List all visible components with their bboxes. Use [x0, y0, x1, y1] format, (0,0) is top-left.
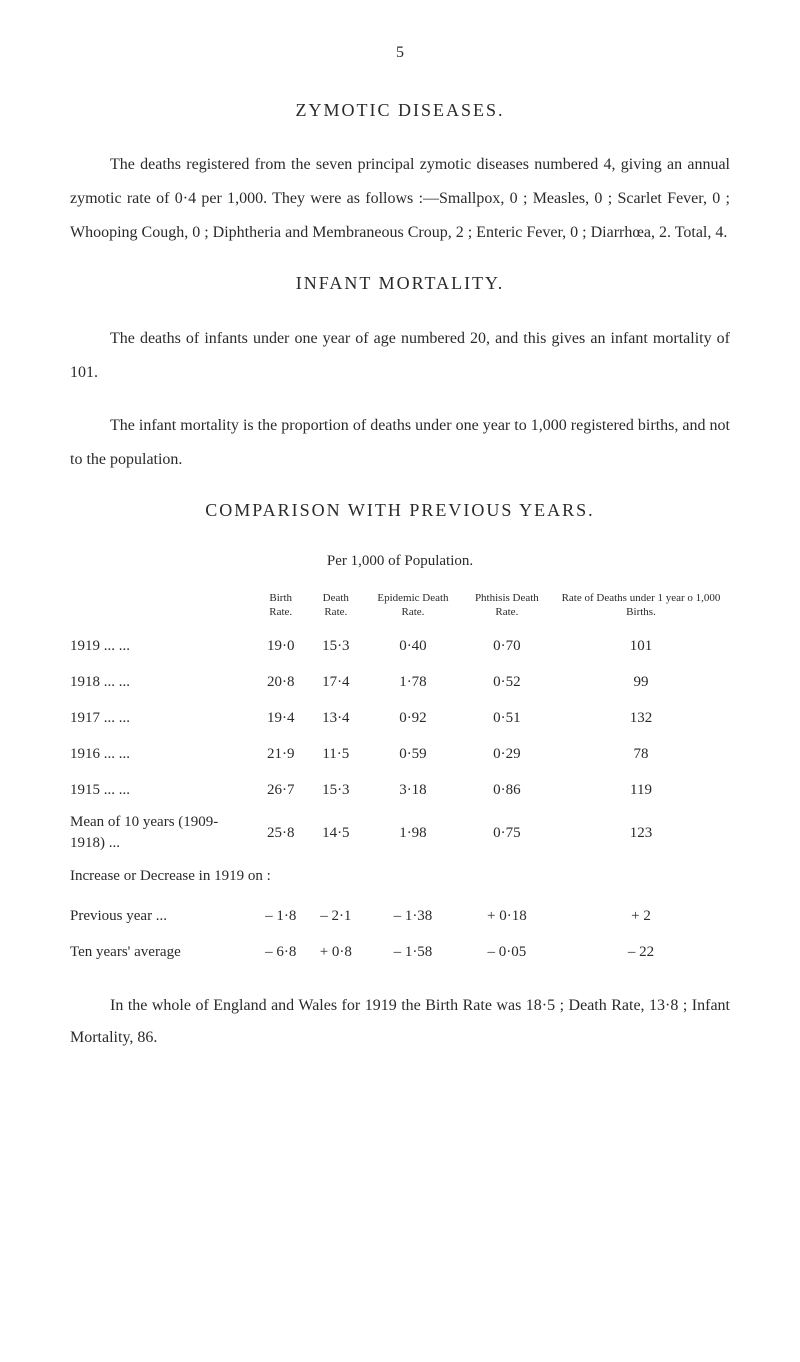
year-label: 1918 ... ...	[70, 664, 254, 700]
cell-infant: 99	[552, 664, 730, 700]
cell-epidemic: 3·18	[364, 772, 462, 808]
mean-label: Mean of 10 years (1909-1918) ...	[70, 808, 254, 858]
zymotic-title: ZYMOTIC DISEASES.	[70, 96, 730, 125]
cell-infant: – 22	[552, 934, 730, 970]
col-phthisis: Phthisis Death Rate.	[462, 585, 552, 628]
cell-birth: – 1·8	[254, 898, 308, 934]
cell-death: 17·4	[307, 664, 364, 700]
comparison-subtitle: Per 1,000 of Population.	[70, 549, 730, 573]
avg-label: Ten years' average	[70, 934, 254, 970]
table-row: 1916 ... ... 21·9 11·5 0·59 0·29 78	[70, 736, 730, 772]
year-label: 1917 ... ...	[70, 700, 254, 736]
col-blank	[70, 585, 254, 628]
comparison-table: Birth Rate. Death Rate. Epidemic Death R…	[70, 585, 730, 970]
cell-phthisis: – 0·05	[462, 934, 552, 970]
cell-death: + 0·8	[307, 934, 364, 970]
cell-birth: 20·8	[254, 664, 308, 700]
cell-infant: + 2	[552, 898, 730, 934]
cell-infant: 78	[552, 736, 730, 772]
cell-birth: 21·9	[254, 736, 308, 772]
cell-death: 15·3	[307, 628, 364, 664]
cell-infant: 123	[552, 808, 730, 858]
mean-row: Mean of 10 years (1909-1918) ... 25·8 14…	[70, 808, 730, 858]
cell-death: 11·5	[307, 736, 364, 772]
cell-death: 15·3	[307, 772, 364, 808]
infant-paragraph-1: The deaths of infants under one year of …	[70, 322, 730, 389]
col-birth: Birth Rate.	[254, 585, 308, 628]
cell-birth: – 6·8	[254, 934, 308, 970]
cell-epidemic: 0·40	[364, 628, 462, 664]
cell-epidemic: – 1·58	[364, 934, 462, 970]
cell-phthisis: 0·86	[462, 772, 552, 808]
table-row: 1919 ... ... 19·0 15·3 0·40 0·70 101	[70, 628, 730, 664]
cell-phthisis: 0·70	[462, 628, 552, 664]
cell-phthisis: 0·29	[462, 736, 552, 772]
cell-epidemic: – 1·38	[364, 898, 462, 934]
prev-label: Previous year ...	[70, 898, 254, 934]
zymotic-paragraph: The deaths registered from the seven pri…	[70, 148, 730, 249]
cell-infant: 132	[552, 700, 730, 736]
cell-birth: 25·8	[254, 808, 308, 858]
col-epidemic: Epidemic Death Rate.	[364, 585, 462, 628]
year-label: 1919 ... ...	[70, 628, 254, 664]
cell-birth: 26·7	[254, 772, 308, 808]
cell-infant: 101	[552, 628, 730, 664]
year-label: 1915 ... ...	[70, 772, 254, 808]
increase-label-row: Increase or Decrease in 1919 on :	[70, 858, 730, 898]
cell-birth: 19·4	[254, 700, 308, 736]
year-label: 1916 ... ...	[70, 736, 254, 772]
infant-paragraph-2: The infant mortality is the proportion o…	[70, 409, 730, 476]
cell-death: 13·4	[307, 700, 364, 736]
infant-mortality-title: INFANT MORTALITY.	[70, 269, 730, 298]
previous-year-row: Previous year ... – 1·8 – 2·1 – 1·38 + 0…	[70, 898, 730, 934]
cell-death: – 2·1	[307, 898, 364, 934]
cell-phthisis: + 0·18	[462, 898, 552, 934]
cell-phthisis: 0·51	[462, 700, 552, 736]
page-number: 5	[70, 40, 730, 66]
table-row: 1918 ... ... 20·8 17·4 1·78 0·52 99	[70, 664, 730, 700]
table-row: 1917 ... ... 19·4 13·4 0·92 0·51 132	[70, 700, 730, 736]
table-header-row: Birth Rate. Death Rate. Epidemic Death R…	[70, 585, 730, 628]
comparison-title: COMPARISON WITH PREVIOUS YEARS.	[70, 496, 730, 525]
cell-epidemic: 0·92	[364, 700, 462, 736]
footer-paragraph: In the whole of England and Wales for 19…	[70, 990, 730, 1054]
cell-phthisis: 0·75	[462, 808, 552, 858]
col-infant: Rate of Deaths under 1 year o 1,000 Birt…	[552, 585, 730, 628]
table-row: 1915 ... ... 26·7 15·3 3·18 0·86 119	[70, 772, 730, 808]
increase-label: Increase or Decrease in 1919 on :	[70, 858, 730, 898]
cell-infant: 119	[552, 772, 730, 808]
cell-epidemic: 0·59	[364, 736, 462, 772]
col-death: Death Rate.	[307, 585, 364, 628]
cell-death: 14·5	[307, 808, 364, 858]
cell-phthisis: 0·52	[462, 664, 552, 700]
cell-birth: 19·0	[254, 628, 308, 664]
ten-year-avg-row: Ten years' average – 6·8 + 0·8 – 1·58 – …	[70, 934, 730, 970]
cell-epidemic: 1·98	[364, 808, 462, 858]
cell-epidemic: 1·78	[364, 664, 462, 700]
